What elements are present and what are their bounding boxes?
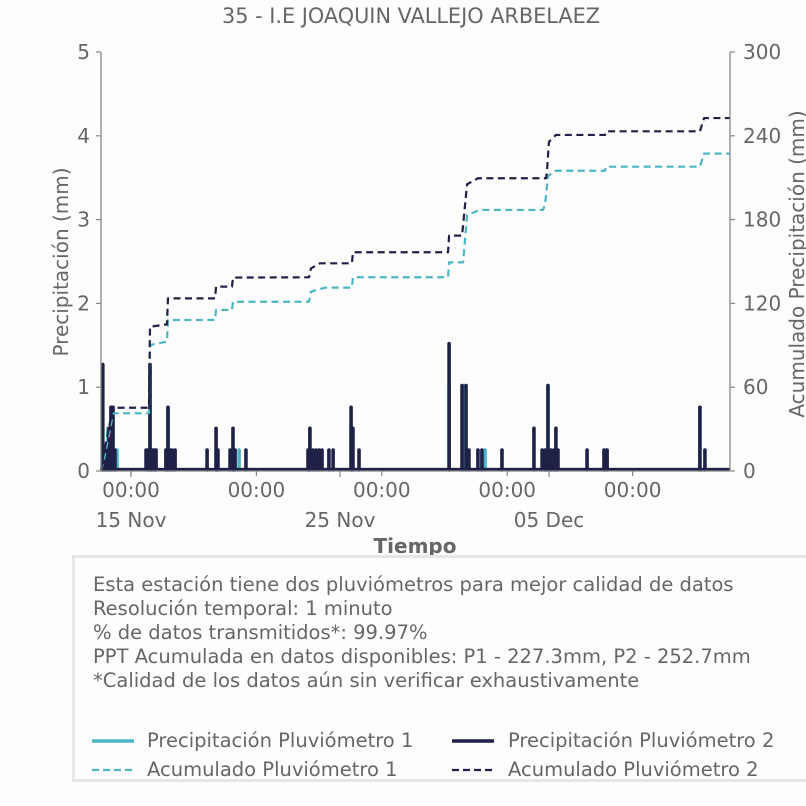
legend-swatch-solid-line-icon [92,739,134,743]
y-axis-label-left: Precipitación (mm) [49,167,73,356]
legend-swatch-solid-line-icon [452,739,494,743]
y-tick-label-left: 4 [77,124,90,148]
info-legend-box: Esta estación tiene dos pluviómetros par… [72,555,806,782]
legend-label: Acumulado Pluviómetro 2 [508,758,759,781]
y-tick-label-left: 5 [77,40,90,64]
y-tick-label-right: 0 [743,459,756,483]
y-tick-label-right: 240 [743,124,781,148]
legend-label: Precipitación Pluviómetro 1 [147,729,414,752]
p1-cumulative-line [99,152,730,472]
chart-title: 35 - I.E JOAQUIN VALLEJO ARBELAEZ [222,4,600,28]
legend-item-cumulative-p2: Acumulado Pluviómetro 2 [452,758,759,782]
x-tick-label-time: 00:00 [228,478,286,502]
legend-item-precip-p2: Precipitación Pluviómetro 2 [452,729,774,753]
info-line-quality-note: *Calidad de los datos aún sin verificar … [93,669,640,692]
x-tick-label-date: 15 Nov [96,508,167,532]
x-tick-label-time: 00:00 [353,478,411,502]
axis-ticks: 0 1 2 3 4 5 0 60 120 180 240 300 00:00 00:00 00:00 00:0… [77,40,781,532]
info-line-accumulated: PPT Acumulada en datos disponibles: P1 -… [93,645,751,668]
x-tick-label-time: 00:00 [604,478,662,502]
info-line-dual-gauges: Esta estación tiene dos pluviómetros par… [93,573,734,596]
y-tick-label-left: 0 [77,459,90,483]
y-axis-label-right: Acumulado Precipitación (mm) [785,110,806,417]
y-tick-label-left: 2 [77,291,90,315]
p1-precipitation-series [101,362,730,472]
cumulative-series [99,116,730,472]
y-tick-label-left: 1 [77,375,90,399]
y-tick-label-left: 3 [77,208,90,232]
legend-swatch-dashed-line-icon [92,768,134,772]
x-axis-label: Tiempo [374,534,457,558]
x-tick-label-time: 00:00 [102,478,160,502]
legend-swatch-dashed-line-icon [452,768,494,772]
legend-label: Precipitación Pluviómetro 2 [508,729,775,752]
legend-label: Acumulado Pluviómetro 1 [147,758,398,781]
p2-precipitation-series [100,341,730,472]
legend-item-cumulative-p1: Acumulado Pluviómetro 1 [92,758,398,782]
x-tick-label-time: 00:00 [478,478,536,502]
station-info: Esta estación tiene dos pluviómetros par… [93,573,806,693]
legend-item-precip-p1: Precipitación Pluviómetro 1 [92,729,413,753]
info-line-resolution: Resolución temporal: 1 minuto [93,597,393,620]
p2-cumulative-line [99,116,730,472]
x-tick-label-date: 25 Nov [305,508,376,532]
x-tick-label-date: 05 Dec [514,508,585,532]
y-tick-label-right: 300 [743,40,781,64]
y-tick-label-right: 180 [743,208,781,232]
info-line-transmitted: % de datos transmitidos*: 99.97% [93,621,428,644]
y-tick-label-right: 120 [743,291,781,315]
y-tick-label-right: 60 [743,375,768,399]
precipitation-chart: 35 - I.E JOAQUIN VALLEJO ARBELAEZ 0 1 2 3 4 5… [49,4,806,558]
